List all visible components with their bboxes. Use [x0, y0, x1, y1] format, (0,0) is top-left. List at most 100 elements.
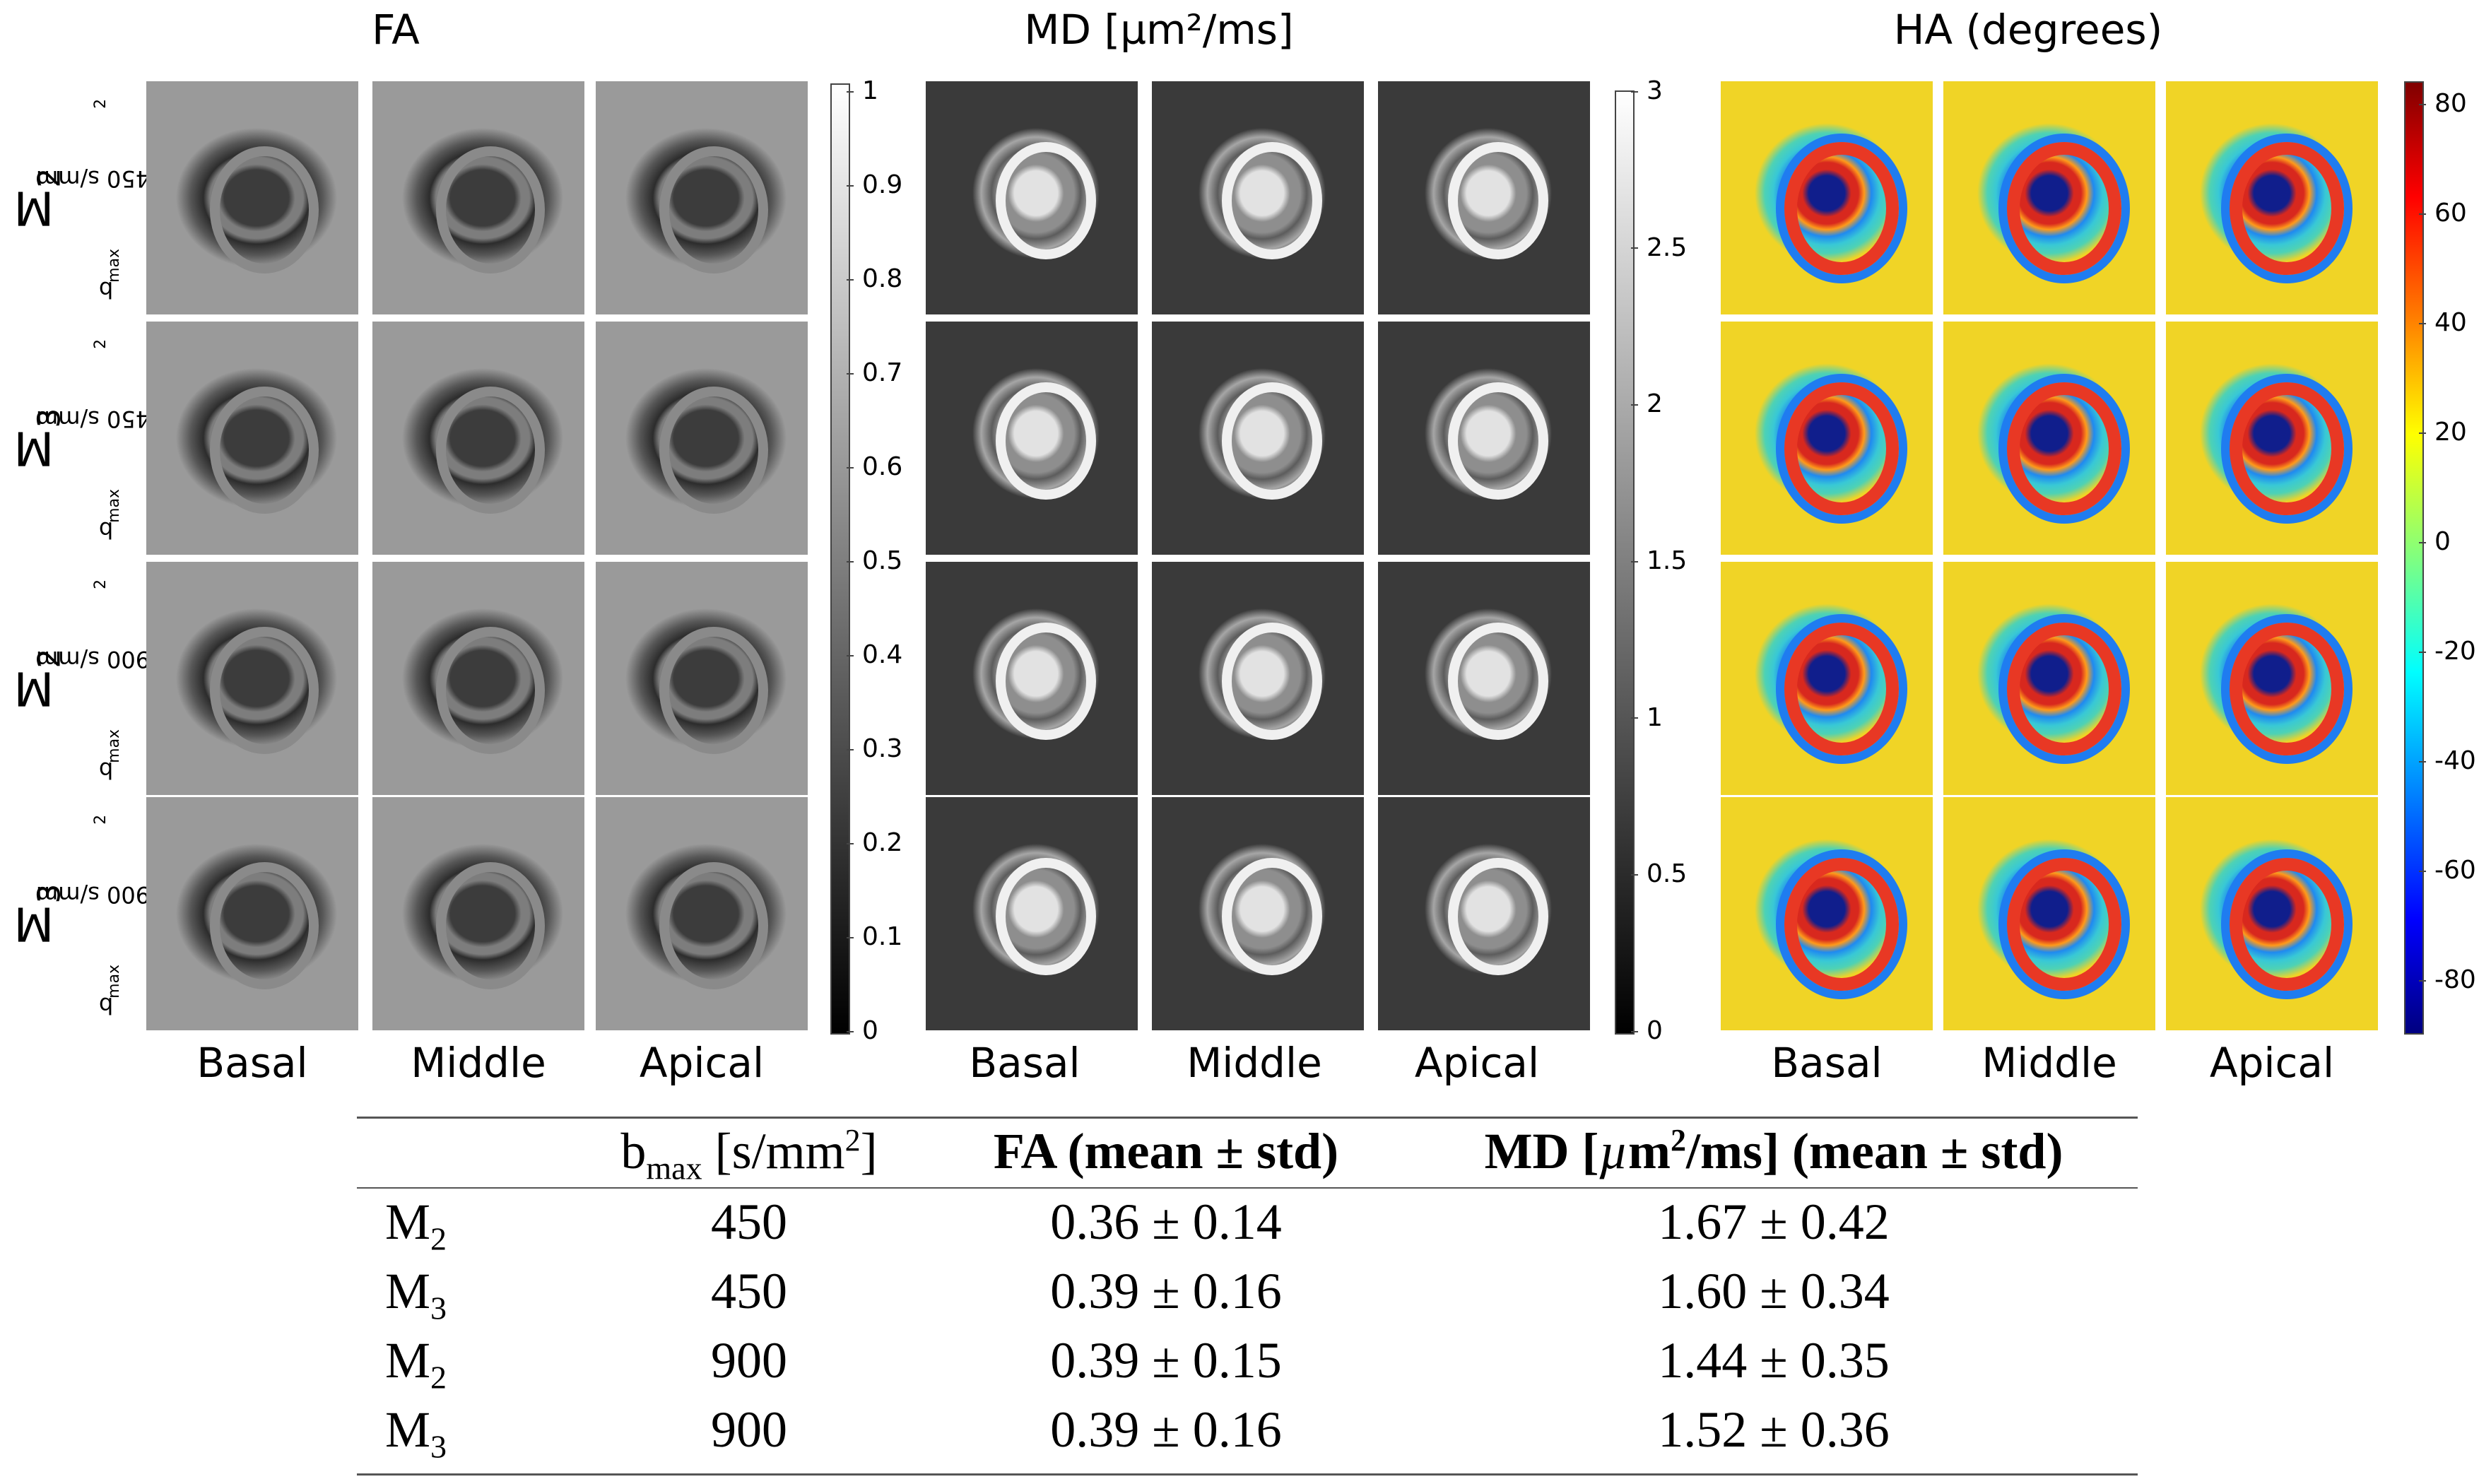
- colorbar-md: [1615, 90, 1635, 1035]
- myocardium-ring: [2230, 857, 2344, 991]
- col-label-md: Apical: [1414, 1039, 1540, 1087]
- table-cell-fa: 0.39 ± 0.15: [1050, 1332, 1282, 1389]
- myocardium-ring: [1222, 857, 1322, 976]
- myocardium-ring: [1448, 622, 1548, 741]
- table-cell-model: M2: [385, 1332, 447, 1396]
- image-ha-r2-c3: [2166, 322, 2378, 555]
- myocardium-ring: [1222, 622, 1322, 741]
- myocardium-ring: [996, 857, 1096, 976]
- colorbar-tick-ha: 80: [2419, 89, 2467, 118]
- row-label-group: M2 bmax = 900 s/mm2: [0, 562, 177, 795]
- table-cell-fa: 0.39 ± 0.16: [1050, 1401, 1282, 1458]
- image-md-r4-c1: [926, 797, 1138, 1030]
- myocardium-ring: [1448, 857, 1548, 976]
- image-md-r4-c3: [1378, 797, 1590, 1030]
- image-fa-r4-c2: [372, 797, 584, 1030]
- colorbar-tick-fa: 0.7: [846, 358, 903, 387]
- myocardium-ring: [1222, 141, 1322, 260]
- colorbar-tick-fa: 0.3: [846, 734, 903, 763]
- image-md-r1-c1: [926, 81, 1138, 314]
- colorbar-tick-ha: -40: [2419, 746, 2476, 775]
- bmax-label: bmax = 450 s/mm2: [36, 98, 177, 303]
- colorbar-tick-ha: 40: [2419, 308, 2467, 337]
- myocardium-ring: [436, 146, 545, 274]
- table-cell-bmax: 450: [711, 1194, 787, 1250]
- col-label-ha: Middle: [1982, 1039, 2117, 1087]
- image-ha-r1-c3: [2166, 81, 2378, 314]
- colorbar-tick-fa: 0.8: [846, 264, 903, 293]
- col-label-ha: Basal: [1771, 1039, 1883, 1087]
- myocardium-ring: [2007, 382, 2121, 515]
- panel-title-ha: HA (degrees): [1893, 6, 2163, 54]
- myocardium-ring: [436, 862, 545, 990]
- row-label-group: M3 bmax = 900 s/mm2: [0, 797, 177, 1030]
- colorbar-tick-fa: 1: [847, 76, 878, 105]
- myocardium-ring: [1222, 382, 1322, 500]
- image-md-r3-c3: [1378, 562, 1590, 795]
- colorbar-tick-fa: 0.2: [846, 828, 903, 857]
- table-cell-bmax: 900: [711, 1332, 787, 1389]
- image-ha-r1-c1: [1721, 81, 1933, 314]
- image-md-r1-c3: [1378, 81, 1590, 314]
- image-fa-r3-c3: [596, 562, 808, 795]
- col-label-fa: Apical: [639, 1039, 765, 1087]
- image-ha-r3-c1: [1721, 562, 1933, 795]
- myocardium-ring: [436, 627, 545, 755]
- colorbar-tick-md: 0: [1631, 1016, 1663, 1045]
- table-top-rule: [357, 1117, 2138, 1119]
- image-ha-r3-c2: [1943, 562, 2155, 795]
- colorbar-tick-ha: -60: [2419, 856, 2476, 885]
- image-ha-r2-c2: [1943, 322, 2155, 555]
- myocardium-ring: [659, 627, 768, 755]
- image-ha-r2-c1: [1721, 322, 1933, 555]
- image-fa-r4-c1: [146, 797, 358, 1030]
- colorbar-tick-md: 3: [1631, 76, 1663, 105]
- col-label-ha: Apical: [2209, 1039, 2335, 1087]
- table-cell-fa: 0.36 ± 0.14: [1050, 1194, 1282, 1250]
- image-fa-r2-c1: [146, 322, 358, 555]
- myocardium-ring: [659, 146, 768, 274]
- table-cell-fa: 0.39 ± 0.16: [1050, 1263, 1282, 1319]
- colorbar-tick-fa: 0.5: [846, 546, 903, 575]
- myocardium-ring: [996, 382, 1096, 500]
- col-label-md: Basal: [969, 1039, 1080, 1087]
- row-label-group: M3 bmax = 450 s/mm2: [0, 322, 177, 555]
- table-cell-model: M3: [385, 1263, 447, 1326]
- table-header-bmax: bmax [s/mm2]: [620, 1123, 878, 1186]
- model-label: M3: [13, 408, 68, 476]
- panel-title-md: MD [µm²/ms]: [1024, 6, 1294, 54]
- colorbar-tick-ha: 20: [2419, 418, 2467, 447]
- bmax-label: bmax = 450 s/mm2: [36, 338, 177, 543]
- colorbar-tick-fa: 0.4: [846, 640, 903, 669]
- colorbar-tick-md: 2: [1631, 389, 1663, 419]
- myocardium-ring: [210, 862, 319, 990]
- colorbar-tick-md: 1: [1631, 702, 1663, 732]
- table-cell-model: M3: [385, 1401, 447, 1465]
- col-label-fa: Middle: [411, 1039, 546, 1087]
- myocardium-ring: [1784, 622, 1899, 755]
- table-cell-bmax: 450: [711, 1263, 787, 1319]
- myocardium-ring: [1784, 382, 1899, 515]
- myocardium-ring: [996, 141, 1096, 260]
- image-fa-r1-c2: [372, 81, 584, 314]
- image-md-r2-c1: [926, 322, 1138, 555]
- bmax-label: bmax = 900 s/mm2: [36, 579, 177, 784]
- myocardium-ring: [2007, 622, 2121, 755]
- myocardium-ring: [1784, 857, 1899, 991]
- myocardium-ring: [436, 387, 545, 514]
- image-fa-r3-c1: [146, 562, 358, 795]
- myocardium-ring: [996, 622, 1096, 741]
- bmax-label: bmax = 900 s/mm2: [36, 814, 177, 1019]
- model-label: M2: [13, 648, 68, 716]
- table-cell-md: 1.44 ± 0.35: [1658, 1332, 1890, 1389]
- colorbar-fa: [830, 83, 850, 1035]
- colorbar-tick-ha: -80: [2419, 965, 2476, 994]
- myocardium-ring: [2230, 141, 2344, 275]
- image-ha-r4-c3: [2166, 797, 2378, 1030]
- col-label-md: Middle: [1186, 1039, 1322, 1087]
- colorbar-tick-md: 1.5: [1630, 546, 1688, 575]
- table-cell-md: 1.52 ± 0.36: [1658, 1401, 1890, 1458]
- image-fa-r1-c3: [596, 81, 808, 314]
- myocardium-ring: [210, 627, 319, 755]
- model-label: M2: [13, 167, 68, 235]
